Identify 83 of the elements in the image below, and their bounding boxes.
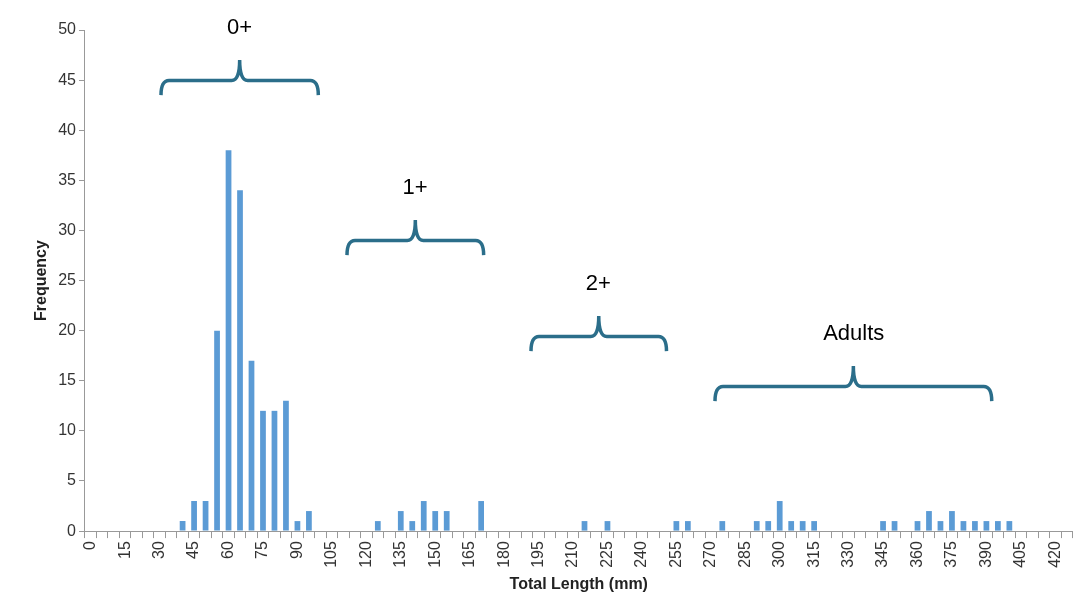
bar: [811, 521, 818, 531]
x-tick-label: 165: [460, 541, 478, 568]
bar: [191, 501, 197, 531]
bar: [260, 410, 266, 531]
x-tick-label: 195: [528, 541, 546, 568]
x-tick-label: 0: [81, 541, 99, 551]
x-tick-label: 135: [391, 541, 409, 568]
bar: [283, 400, 289, 531]
y-tick-label: 0: [67, 521, 77, 539]
x-tick-label: 285: [735, 541, 753, 568]
x-tick-label: 375: [942, 541, 960, 568]
y-axis-title: Frequency: [32, 240, 50, 322]
bar: [765, 521, 772, 531]
bar: [753, 521, 760, 531]
x-tick-label: 105: [322, 541, 340, 568]
x-tick-label: 345: [873, 541, 891, 568]
x-tick-label: 45: [184, 541, 202, 559]
x-tick-label: 330: [839, 541, 857, 568]
bar: [237, 190, 243, 531]
y-tick-label: 10: [58, 421, 77, 439]
bar: [1006, 521, 1013, 531]
bar: [949, 511, 955, 531]
bar: [788, 521, 795, 531]
y-tick-label: 50: [58, 20, 77, 38]
x-tick-label: 360: [907, 541, 925, 568]
x-tick-label: 315: [804, 541, 822, 568]
x-tick-label: 240: [632, 541, 650, 568]
annotation: Adults: [823, 319, 885, 345]
y-tick-label: 40: [58, 120, 77, 138]
bar: [684, 521, 691, 531]
y-tick-label: 35: [58, 170, 77, 188]
bar: [179, 521, 186, 531]
bar: [926, 511, 932, 531]
x-tick-label: 30: [150, 541, 168, 559]
bar: [604, 521, 611, 531]
bar: [478, 501, 485, 531]
annotation: 2+: [585, 269, 611, 295]
x-tick-label: 180: [494, 541, 512, 568]
bar: [673, 521, 680, 531]
x-tick-label: 15: [115, 541, 133, 559]
x-tick-label: 300: [770, 541, 788, 568]
bar: [972, 521, 978, 531]
x-tick-label: 120: [356, 541, 374, 568]
x-tick-label: 60: [218, 541, 236, 559]
bar: [983, 521, 990, 531]
bar: [960, 521, 967, 531]
x-tick-label: 75: [253, 541, 271, 559]
bar: [306, 511, 312, 531]
bar: [581, 521, 588, 531]
bar: [294, 521, 301, 531]
bar: [719, 521, 726, 531]
x-tick-label: 405: [1011, 541, 1029, 568]
x-tick-label: 255: [666, 541, 684, 568]
annotation: 0+: [226, 14, 252, 40]
y-tick-label: 45: [58, 70, 77, 88]
x-tick-label: 225: [597, 541, 615, 568]
x-tick-label: 390: [976, 541, 994, 568]
x-tick-label: 150: [425, 541, 443, 568]
bar: [891, 521, 898, 531]
x-tick-label: 420: [1045, 541, 1063, 568]
y-tick-label: 20: [58, 321, 77, 339]
bar: [420, 501, 427, 531]
bar: [374, 521, 381, 531]
bar: [397, 511, 404, 531]
bar: [914, 521, 921, 531]
bar: [880, 521, 886, 531]
annotation: 1+: [402, 174, 428, 200]
x-axis-title: Total Length (mm): [509, 574, 648, 592]
bar: [443, 511, 450, 531]
bar: [432, 511, 439, 531]
x-tick-label: 210: [563, 541, 581, 568]
x-tick-label: 90: [287, 541, 305, 559]
bar: [776, 501, 783, 531]
x-tick-label: 270: [701, 541, 719, 568]
y-tick-label: 15: [58, 371, 77, 389]
y-tick-label: 30: [58, 220, 77, 238]
bar: [937, 521, 944, 531]
bar: [799, 521, 806, 531]
bar: [214, 330, 220, 531]
bar: [995, 521, 1001, 531]
bar: [409, 521, 416, 531]
y-tick-label: 25: [58, 270, 77, 288]
y-tick-label: 5: [67, 471, 77, 489]
